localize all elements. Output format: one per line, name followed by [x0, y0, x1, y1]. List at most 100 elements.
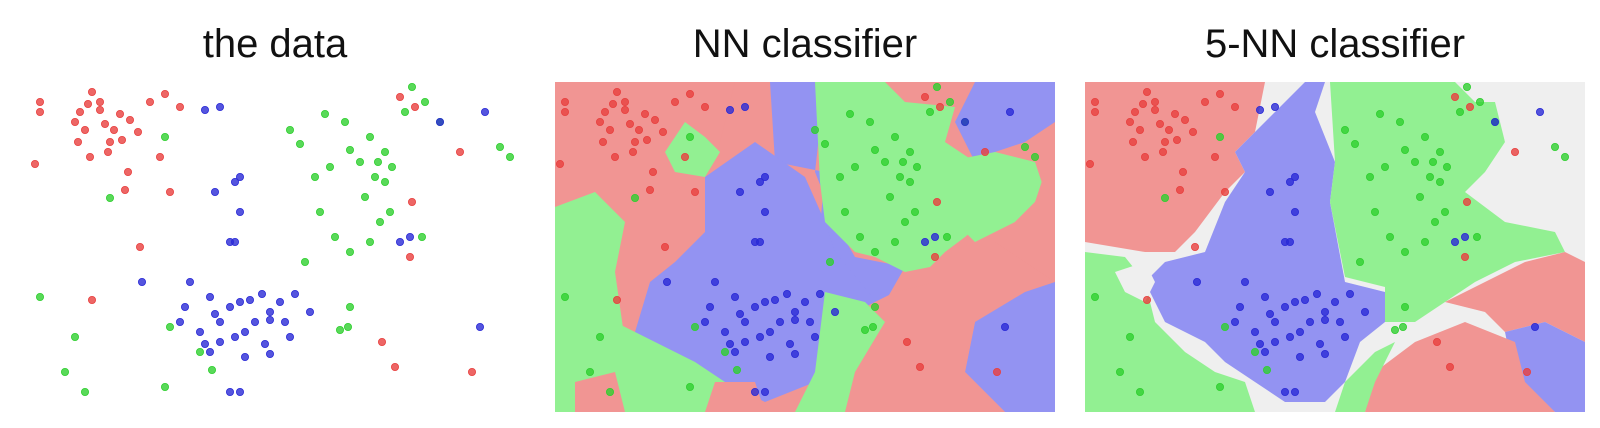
knn-point-red-25	[1450, 92, 1459, 101]
nn-point-green-7	[905, 148, 914, 157]
knn-point-green-10	[1440, 208, 1449, 217]
data-point-red-16	[118, 136, 127, 145]
nn-point-green-18	[942, 232, 951, 241]
data-point-blue-19	[280, 317, 289, 326]
data-point-blue-33	[475, 322, 484, 331]
knn-point-red-28	[1462, 198, 1471, 207]
knn-point-red-24	[1191, 242, 1200, 251]
nn-point-blue-23	[720, 327, 729, 336]
knn-point-blue-14	[1290, 297, 1299, 306]
knn-point-blue-36	[1450, 237, 1459, 246]
knn-point-red-18	[1211, 153, 1220, 162]
knn-point-blue-35	[1460, 232, 1469, 241]
data-point-blue-25	[215, 337, 224, 346]
data-point-red-26	[410, 102, 419, 111]
data-point-green-19	[407, 83, 416, 91]
knn-point-red-6	[1136, 126, 1145, 135]
knn-point-green-4	[1400, 146, 1409, 155]
panel-title-nn: NN classifier	[692, 22, 918, 66]
nn-point-green-14	[855, 232, 864, 241]
data-point-green-27	[71, 332, 80, 341]
nn-point-green-31	[685, 382, 694, 391]
nn-region-red-bottom-left	[575, 372, 625, 412]
knn-point-red-17	[1189, 128, 1198, 137]
nn-point-green-8	[895, 173, 904, 182]
nn-point-red-16	[643, 136, 652, 145]
nn-point-blue-15	[770, 295, 779, 304]
nn-point-red-22	[556, 160, 564, 169]
data-point-red-2	[88, 88, 97, 96]
data-point-green-17	[380, 178, 389, 187]
data-point-blue-9	[230, 237, 239, 246]
knn-point-green-1	[1375, 109, 1384, 118]
data-point-blue-23	[195, 327, 204, 336]
knn-point-green-30	[1220, 322, 1229, 331]
nn-point-green-16	[825, 257, 834, 266]
nn-point-blue-41	[705, 302, 714, 311]
nn-point-red-14	[611, 153, 620, 162]
nn-point-red-17	[659, 128, 668, 137]
data-point-blue-5	[235, 173, 244, 182]
nn-point-green-40	[898, 158, 907, 167]
nn-point-red-15	[629, 148, 638, 157]
data-point-green-20	[420, 97, 429, 106]
data-point-red-23	[36, 107, 44, 116]
knn-point-green-17	[1435, 178, 1444, 187]
data-point-green-6	[365, 133, 374, 142]
nn-point-red-7	[626, 120, 635, 129]
nn-point-green-36	[860, 325, 869, 334]
knn-point-red-22	[1086, 160, 1094, 169]
nn-point-blue-26	[755, 332, 764, 341]
data-point-green-18	[417, 232, 426, 241]
knn-point-blue-7	[1290, 208, 1299, 217]
nn-point-red-0	[561, 97, 569, 106]
nn-point-blue-22	[735, 309, 744, 318]
nn-region-red-top	[555, 82, 735, 212]
data-point-red-25	[395, 92, 404, 101]
nn-point-red-25	[920, 92, 929, 101]
data-point-blue-2	[435, 118, 444, 127]
knn-point-red-26	[1465, 102, 1474, 111]
data-point-red-18	[156, 153, 165, 162]
knn-decision-regions	[1085, 82, 1585, 412]
nn-region-green-bottom-center	[795, 292, 885, 412]
nn-point-blue-36	[920, 237, 929, 246]
knn-point-red-31	[1432, 337, 1441, 346]
data-point-red-36	[106, 138, 115, 147]
data-point-green-0	[285, 126, 294, 135]
data-point-blue-36	[395, 237, 404, 246]
nn-point-blue-37	[790, 315, 799, 324]
knn-point-green-37	[1420, 237, 1429, 246]
nn-point-green-3	[865, 118, 874, 127]
knn-point-green-14	[1385, 232, 1394, 241]
nn-point-blue-3	[1005, 107, 1014, 116]
data-point-green-15	[345, 247, 354, 256]
data-point-blue-39	[235, 387, 244, 396]
nn-point-blue-16	[782, 289, 791, 298]
data-point-green-10	[385, 208, 394, 217]
data-point-green-23	[505, 153, 514, 162]
data-point-blue-1	[215, 102, 224, 111]
data-point-green-28	[60, 367, 69, 376]
nn-region-green-right	[945, 152, 1045, 242]
knn-point-blue-24	[1255, 339, 1264, 348]
data-point-blue-16	[257, 289, 266, 298]
nn-point-blue-13	[750, 302, 759, 311]
data-point-red-8	[116, 109, 125, 118]
data-point-green-32	[195, 347, 204, 356]
data-point-green-25	[160, 133, 169, 142]
nn-region-red-right	[995, 142, 1055, 282]
nn-point-green-39	[925, 107, 934, 116]
nn-point-red-30	[915, 362, 924, 371]
data-point-red-9	[126, 116, 135, 125]
nn-point-blue-28	[785, 339, 794, 348]
data-point-green-16	[300, 257, 309, 266]
knn-point-green-18	[1472, 232, 1481, 241]
data-point-green-12	[325, 163, 334, 172]
knn-point-red-2	[1143, 88, 1152, 96]
data-point-red-6	[81, 126, 90, 135]
nn-point-green-15	[870, 247, 879, 256]
knn-point-blue-20	[1345, 289, 1354, 298]
data-point-blue-11	[185, 277, 194, 286]
data-point-blue-34	[305, 307, 314, 316]
